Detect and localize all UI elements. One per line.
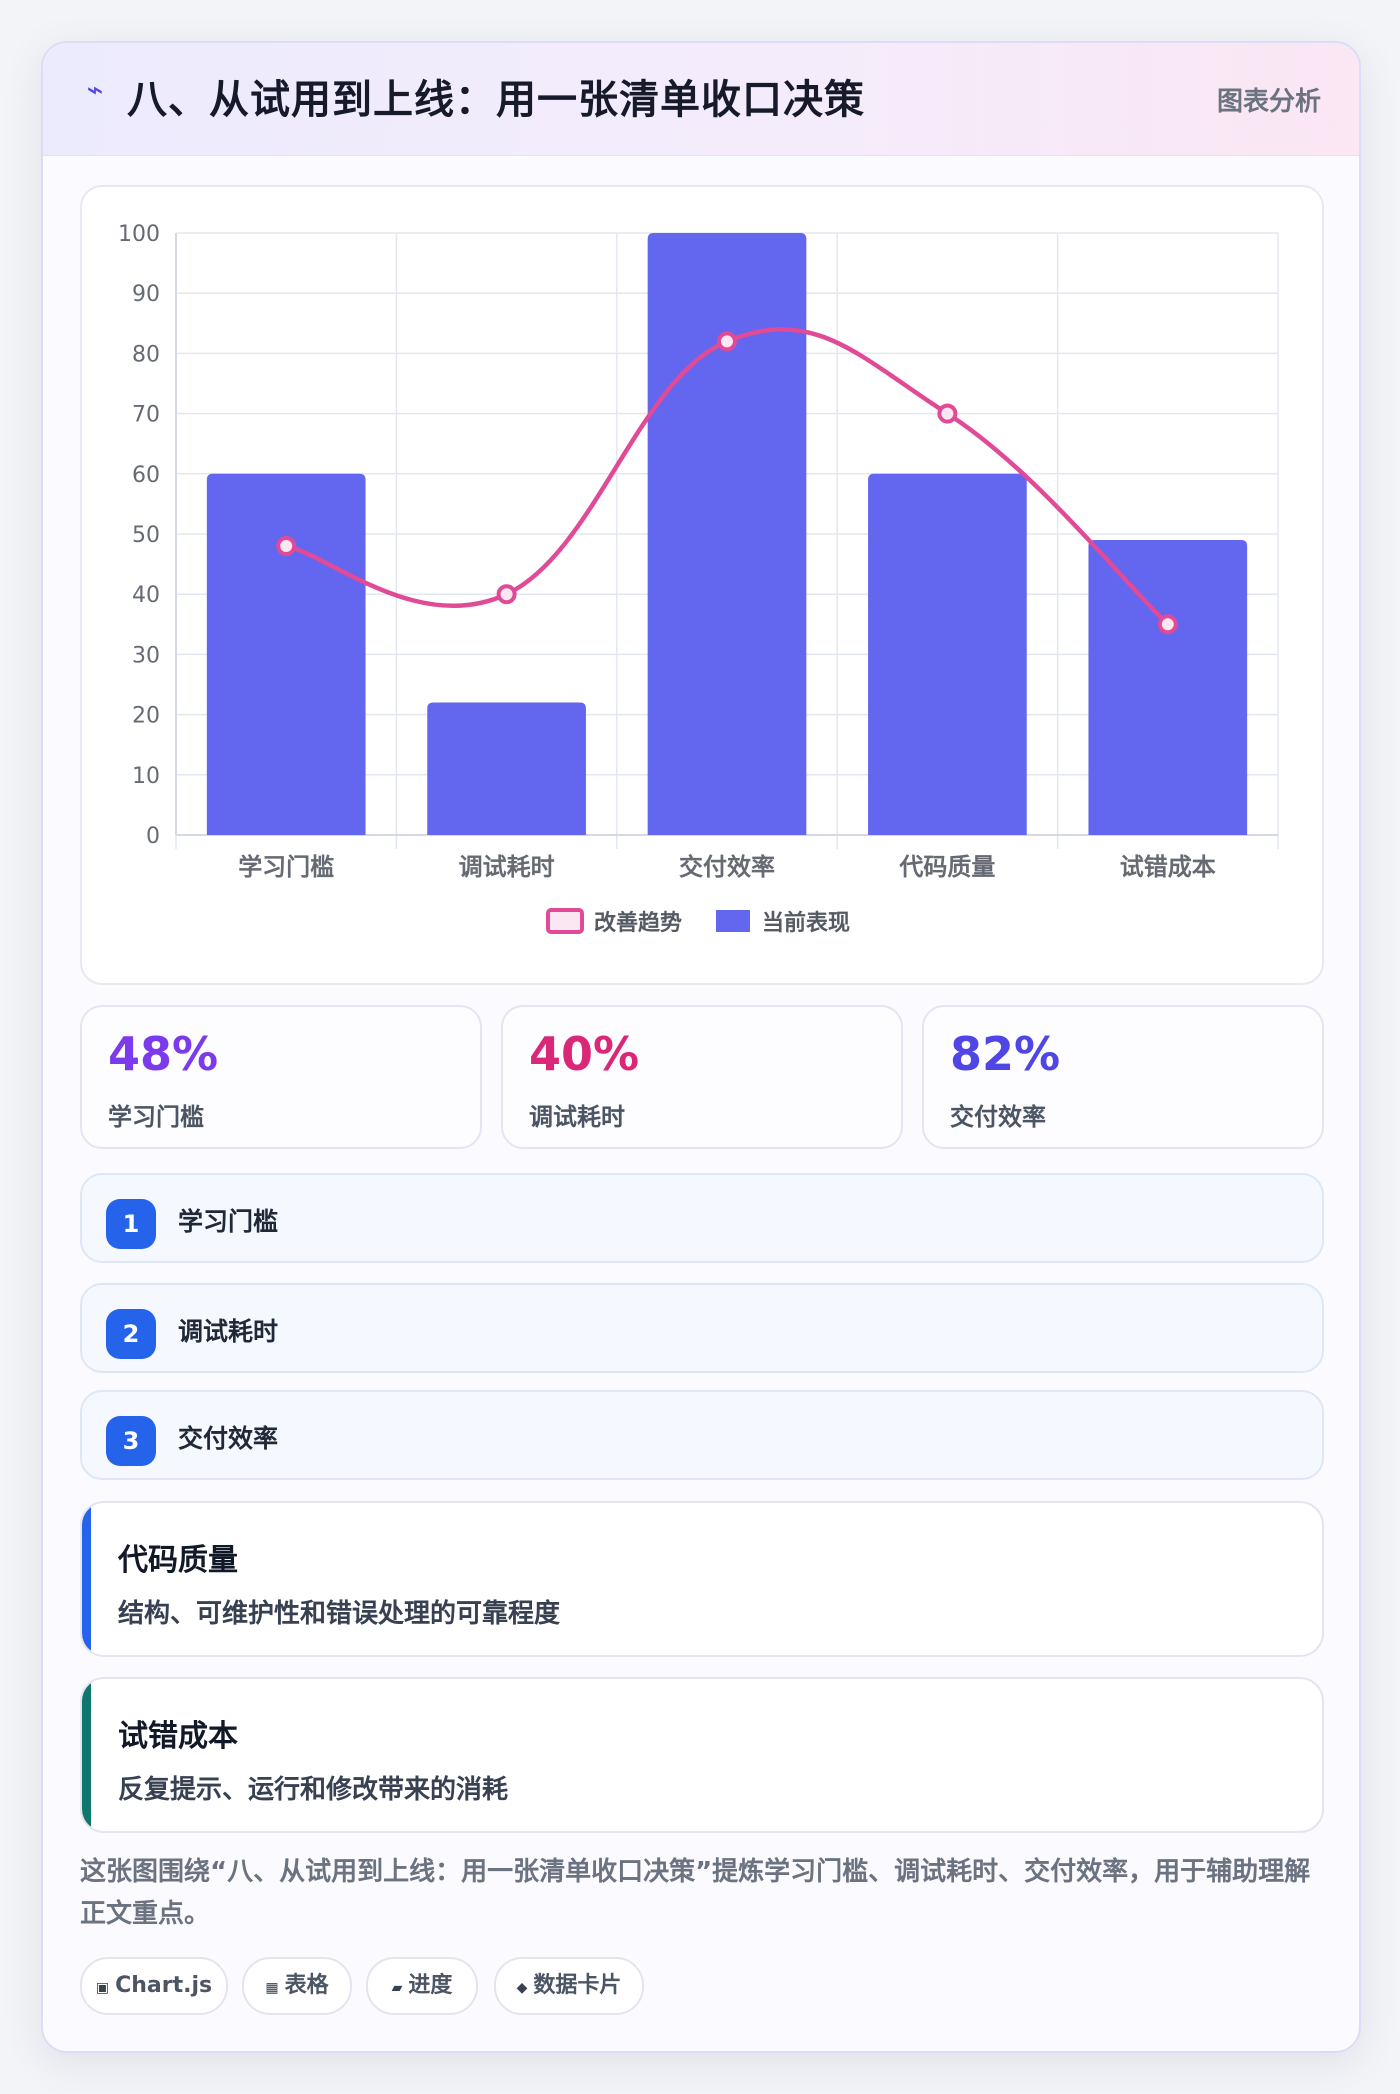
legend-label: 改善趋势 (594, 910, 682, 936)
chart-card: ⌁ 八、从试用到上线：用一张清单收口决策 图表分析 0 10 20 30 40 50 60 7… (41, 41, 1361, 2053)
step-label: 学习门槛 (178, 1207, 279, 1236)
bar-代码质量 (868, 473, 1027, 835)
note-accent (82, 1679, 91, 1831)
trend-point-试错成本 (1157, 614, 1178, 635)
y-tick-label: 40 (132, 583, 160, 608)
stat-label: 交付效率 (950, 1103, 1046, 1131)
note-title: 代码质量 (118, 1543, 238, 1578)
chart-panel: 0 10 20 30 40 50 60 70 80 90 100 学习门槛 调试耗时 交付效率 代码质量 试错… (80, 185, 1324, 985)
y-tick-label: 100 (118, 222, 160, 247)
tag-table[interactable]: ▦ 表格 (242, 1957, 352, 2015)
stat-label: 调试耗时 (529, 1103, 625, 1131)
stat-value: 40% (529, 1027, 640, 1081)
tag-data-card[interactable]: ◆ 数据卡片 (494, 1957, 644, 2015)
step-item-1: 1 学习门槛 (80, 1173, 1324, 1263)
stat-card-3: 82% 交付效率 (922, 1005, 1324, 1149)
chart-icon: ⌁ (86, 73, 104, 106)
bar-试错成本 (1088, 540, 1248, 835)
note-description: 反复提示、运行和修改带来的消耗 (118, 1775, 509, 1805)
x-tick-label: 学习门槛 (238, 853, 334, 881)
y-tick-label: 80 (132, 342, 160, 367)
y-tick-label: 70 (132, 403, 160, 428)
note-description: 结构、可维护性和错误处理的可靠程度 (118, 1599, 561, 1629)
y-tick-label: 30 (132, 643, 160, 668)
legend-label: 当前表现 (762, 910, 850, 936)
note-card-2: 试错成本 反复提示、运行和修改带来的消耗 (80, 1677, 1324, 1833)
step-number: 2 (106, 1309, 156, 1359)
x-tick-label: 调试耗时 (459, 853, 555, 881)
stat-value: 82% (950, 1027, 1061, 1081)
legend-swatch-trend (546, 908, 584, 934)
combo-chart: 0 10 20 30 40 50 60 70 80 90 100 学习门槛 调试耗时 交付效率 代码质量 试错… (118, 222, 1279, 936)
y-tick-label: 20 (132, 704, 160, 729)
step-number: 1 (106, 1199, 156, 1249)
step-label: 调试耗时 (178, 1317, 279, 1346)
trend-point-学习门槛 (276, 536, 297, 557)
table-icon: ▦ (265, 1980, 279, 1996)
chart-legend: 改善趋势 当前表现 (546, 908, 850, 936)
tag-label: 表格 (284, 1973, 329, 1998)
trend-point-交付效率 (717, 331, 737, 352)
step-label: 交付效率 (178, 1424, 279, 1453)
stat-card-2: 40% 调试耗时 (501, 1005, 903, 1149)
y-tick-label: 60 (132, 463, 160, 488)
step-item-3: 3 交付效率 (80, 1390, 1324, 1480)
page-title: 八、从试用到上线：用一张清单收口决策 (127, 77, 865, 123)
tag-chartjs[interactable]: ▣ Chart.js (80, 1957, 228, 2015)
card-header: ⌁ 八、从试用到上线：用一张清单收口决策 图表分析 (43, 43, 1359, 156)
note-title: 试错成本 (118, 1719, 238, 1754)
stat-value: 48% (108, 1027, 219, 1081)
y-tick-label: 90 (132, 282, 160, 307)
tag-label: 进度 (408, 1973, 453, 1998)
step-number: 3 (106, 1416, 156, 1466)
y-tick-label: 0 (146, 824, 160, 849)
chart-icon: ▣ (95, 1980, 110, 1996)
bar-学习门槛 (206, 473, 366, 835)
note-accent (82, 1503, 91, 1655)
trend-point-代码质量 (937, 403, 958, 424)
tag-label: Chart.js (115, 1973, 213, 1998)
step-item-2: 2 调试耗时 (80, 1283, 1324, 1373)
stat-card-1: 48% 学习门槛 (80, 1005, 482, 1149)
y-tick-label: 10 (132, 764, 160, 789)
x-tick-label: 试错成本 (1120, 853, 1216, 881)
chart-analysis-link[interactable]: 图表分析 (1216, 87, 1321, 117)
x-tick-label: 交付效率 (679, 853, 775, 881)
trend-point-调试耗时 (496, 584, 517, 605)
note-card-1: 代码质量 结构、可维护性和错误处理的可靠程度 (80, 1501, 1324, 1657)
legend-swatch-bar (716, 910, 750, 932)
progress-icon: ▰ (391, 1980, 403, 1996)
x-tick-label: 代码质量 (898, 853, 995, 881)
tag-progress[interactable]: ▰ 进度 (366, 1957, 478, 2015)
bar-交付效率 (647, 233, 807, 835)
chart-summary: 这张图围绕“八、从试用到上线：用一张清单收口决策”提炼学习门槛、调试耗时、交付效… (80, 1857, 1311, 1929)
stat-label: 学习门槛 (108, 1103, 204, 1131)
diamond-icon: ◆ (516, 1980, 528, 1996)
y-tick-label: 50 (132, 523, 160, 548)
tag-label: 数据卡片 (533, 1973, 622, 1998)
bar-调试耗时 (427, 702, 586, 835)
